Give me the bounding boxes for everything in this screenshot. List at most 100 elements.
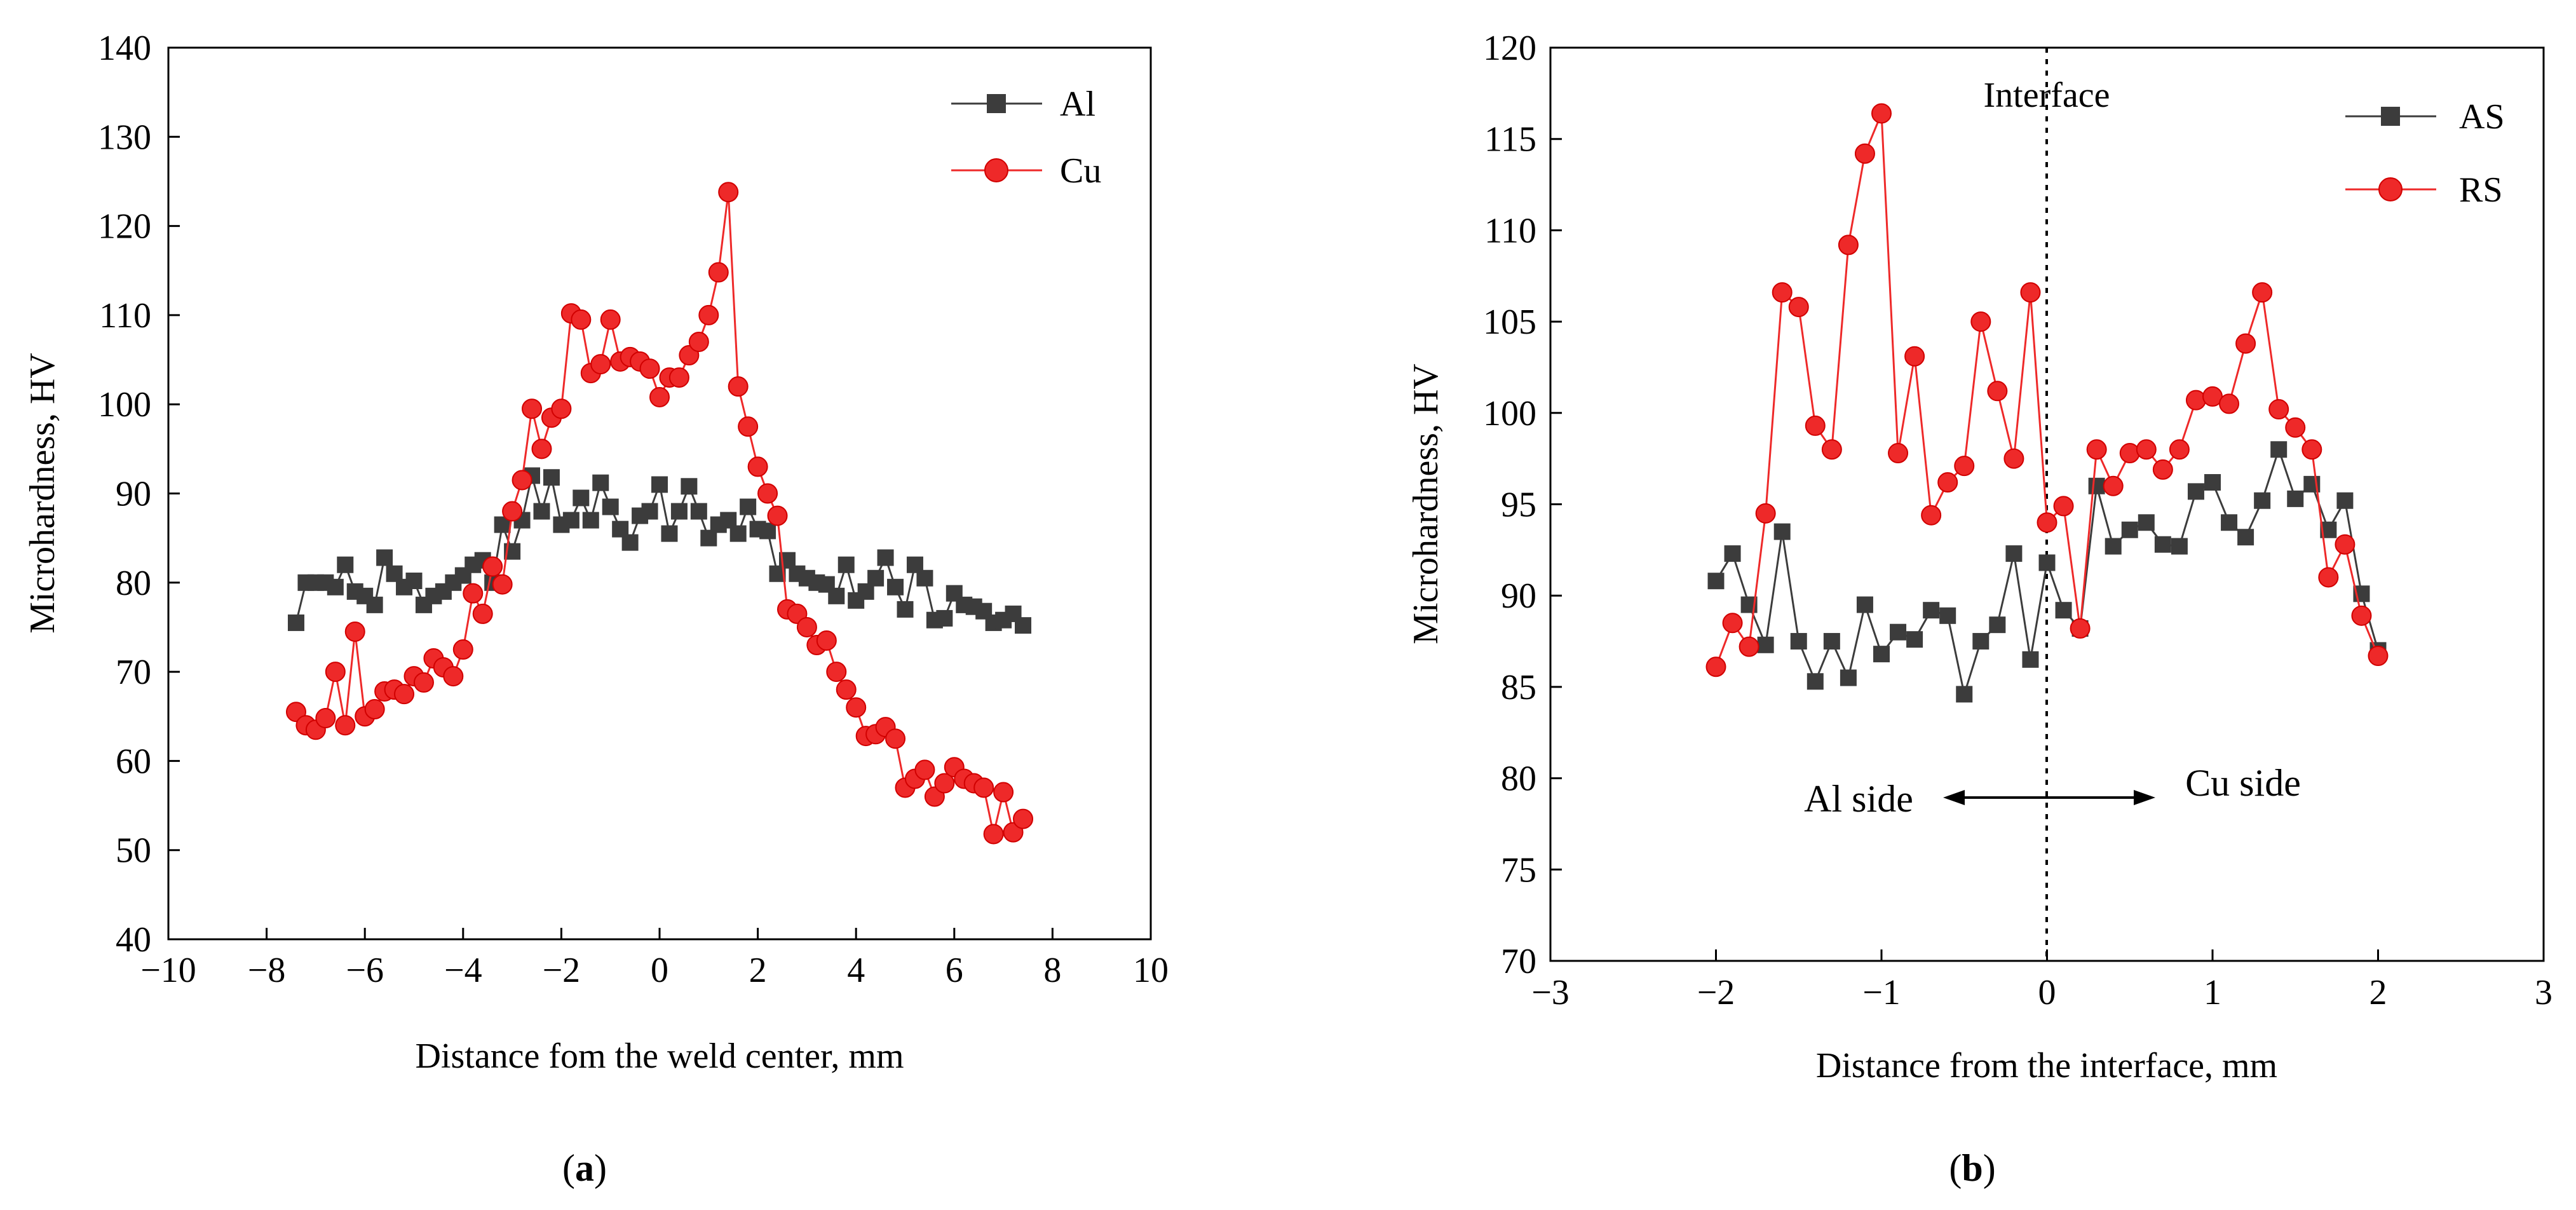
data-point-rs xyxy=(1854,143,1875,164)
data-point-al xyxy=(651,476,668,493)
data-point-cu xyxy=(590,354,611,375)
data-point-cu xyxy=(571,309,592,330)
y-tick-label-a: 40 xyxy=(116,920,151,960)
data-point-as xyxy=(1724,545,1741,562)
panel-label-a: (a) xyxy=(562,1147,607,1189)
x-axis-title-b: Distance from the interface, mm xyxy=(1816,1046,2277,1085)
y-tick-label-a: 120 xyxy=(98,207,151,247)
data-point-cu xyxy=(452,639,473,660)
side-arrow xyxy=(1943,790,2155,805)
arrow-left-head xyxy=(1943,790,1965,805)
x-tick-label-a: 2 xyxy=(749,951,767,990)
data-point-al xyxy=(582,512,599,529)
data-point-cu xyxy=(394,684,415,705)
data-point-rs xyxy=(2235,333,2256,354)
data-point-rs xyxy=(1821,439,1842,460)
data-point-al xyxy=(366,596,383,613)
y-tick-label-a: 110 xyxy=(99,296,151,336)
series-line-cu xyxy=(295,191,1024,835)
data-point-as xyxy=(2254,492,2271,509)
data-point-al xyxy=(837,556,855,573)
data-point-rs xyxy=(2268,399,2289,420)
data-point-rs xyxy=(1970,311,1991,332)
data-point-cu xyxy=(718,182,739,203)
data-point-as xyxy=(2022,651,2039,668)
data-point-al xyxy=(936,609,953,627)
data-point-cu xyxy=(639,358,660,379)
data-point-cu xyxy=(531,438,552,459)
x-tick-label-b: 3 xyxy=(2535,973,2552,1012)
data-point-rs xyxy=(2152,459,2173,480)
data-point-as xyxy=(1956,686,1973,703)
legend-marker-rs xyxy=(2378,177,2403,201)
data-point-al xyxy=(376,549,393,566)
y-tick-label-b: 100 xyxy=(1483,394,1536,433)
y-tick-label-a: 60 xyxy=(116,742,151,781)
data-point-cu xyxy=(482,556,503,577)
data-point-as xyxy=(2187,483,2204,500)
arrow-right-head xyxy=(2134,790,2155,805)
data-point-as xyxy=(2055,602,2072,619)
data-point-cu xyxy=(836,679,857,700)
data-point-al xyxy=(543,469,560,486)
data-point-al xyxy=(287,614,304,631)
data-point-al xyxy=(916,569,933,587)
x-axis-b: −3 −2 −1 0 1 2 3 xyxy=(1531,949,2552,1012)
legend-marker-as xyxy=(2381,107,2400,126)
data-point-al xyxy=(740,498,757,515)
data-point-as xyxy=(2336,492,2354,509)
data-point-rs xyxy=(1739,636,1759,657)
data-point-as xyxy=(2237,529,2254,546)
x-tick-label-a: −8 xyxy=(248,951,286,990)
y-tick-label-a: 140 xyxy=(98,29,151,68)
data-point-rs xyxy=(2301,439,2322,460)
data-point-rs xyxy=(2053,496,2074,517)
data-point-al xyxy=(877,549,894,566)
data-point-as xyxy=(2121,521,2138,538)
y-tick-label-b: 95 xyxy=(1501,486,1536,525)
data-point-cu xyxy=(885,728,906,749)
x-tick-label-a: 4 xyxy=(847,951,865,990)
data-point-rs xyxy=(2169,439,2190,460)
data-point-as xyxy=(2005,545,2023,562)
x-tick-label-b: 1 xyxy=(2204,973,2221,1012)
data-point-al xyxy=(759,522,776,540)
legend-label-cu: Cu xyxy=(1060,151,1101,191)
data-point-cu xyxy=(512,470,532,491)
chart-panel-b: Interface −3 −2 −1 0 1 2 3 70 75 80 85 90 95 100 105 1… xyxy=(1406,29,2552,1189)
data-point-rs xyxy=(1888,443,1909,464)
data-point-rs xyxy=(2070,618,2091,639)
series-group-b xyxy=(1705,103,2389,703)
data-point-rs xyxy=(1772,282,1793,303)
chart-panel-a: −10 −8 −6 −4 −2 0 2 4 6 8 10 40 50 60 70 80 90 100 110 120… xyxy=(23,29,1169,1189)
data-point-rs xyxy=(2136,439,2157,460)
legend-label-al: Al xyxy=(1060,85,1095,124)
y-axis-b: 70 75 80 85 90 95 100 105 110 115 120 xyxy=(1483,29,1562,981)
series-line-al xyxy=(295,474,1024,627)
panel-label-b-letter: b xyxy=(1962,1147,1983,1189)
legend-label-as: AS xyxy=(2459,97,2505,137)
data-point-al xyxy=(828,587,845,604)
data-point-cu xyxy=(747,456,768,477)
y-tick-label-b: 110 xyxy=(1484,211,1536,250)
x-tick-label-b: 2 xyxy=(2369,973,2387,1012)
data-point-cu xyxy=(767,505,788,526)
y-tick-label-a: 100 xyxy=(98,385,151,425)
data-point-cu xyxy=(551,398,572,419)
data-point-rs xyxy=(2318,567,2339,588)
data-point-rs xyxy=(1904,346,1925,367)
y-axis-title-a: Microhardness, HV xyxy=(23,353,62,634)
data-point-al xyxy=(729,525,747,542)
data-point-cu xyxy=(502,501,523,522)
data-point-as xyxy=(2138,514,2155,531)
x-tick-label-a: 6 xyxy=(946,951,963,990)
data-point-cu xyxy=(983,824,1004,845)
data-point-rs xyxy=(1921,505,1942,526)
data-point-rs xyxy=(1805,415,1826,436)
data-point-rs xyxy=(1788,297,1809,318)
data-point-as xyxy=(2171,538,2188,555)
data-point-as xyxy=(1939,607,1956,624)
x-tick-label-a: −10 xyxy=(140,951,196,990)
data-point-as xyxy=(1790,633,1807,650)
data-point-as xyxy=(2270,441,2288,458)
